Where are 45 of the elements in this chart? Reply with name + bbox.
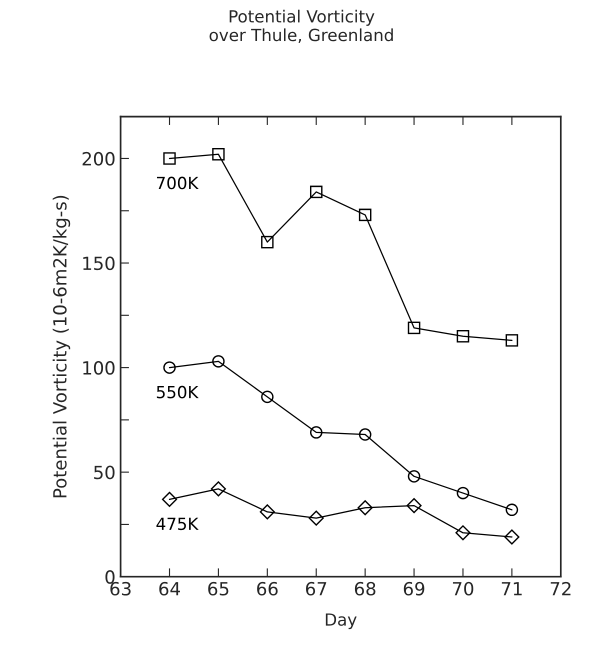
point xyxy=(212,148,225,161)
y-tick-label: 100 xyxy=(83,361,115,375)
point xyxy=(358,428,372,441)
x-tick-label: 70 xyxy=(452,582,474,596)
point xyxy=(455,525,471,540)
y-tick-label: 150 xyxy=(83,256,115,270)
point xyxy=(261,390,274,404)
x-tick-label: 69 xyxy=(404,582,424,596)
point xyxy=(456,330,470,342)
point xyxy=(506,334,518,347)
series-label: 475K xyxy=(156,518,199,530)
point xyxy=(261,236,274,248)
x-tick-label: 66 xyxy=(257,582,278,596)
point xyxy=(358,500,373,516)
y-tick-label: 50 xyxy=(94,466,115,480)
x-tick-label: 68 xyxy=(354,582,376,596)
point xyxy=(456,486,470,500)
x-tick-label: 71 xyxy=(502,582,522,596)
point xyxy=(406,498,422,514)
series-label: 700K xyxy=(156,176,199,190)
y-tick-label: 0 xyxy=(105,570,115,584)
point xyxy=(308,510,324,526)
point xyxy=(163,152,176,165)
point xyxy=(408,322,420,334)
x-tick-label: 65 xyxy=(208,582,228,596)
point xyxy=(162,492,178,507)
x-tick-label: 67 xyxy=(306,582,326,596)
chart-title: Potential Vorticity over Thule, Greenland xyxy=(210,10,393,43)
x-tick-label: 63 xyxy=(110,582,131,596)
point xyxy=(212,355,225,368)
point xyxy=(358,208,372,222)
point xyxy=(260,504,275,520)
x-tick-label: 64 xyxy=(159,582,180,596)
point xyxy=(310,426,322,439)
x-axis-title: Day xyxy=(326,613,357,630)
y-axis-title: Potential Vorticity (10-6m2K/kg-s) xyxy=(52,196,70,498)
series-label: 550K xyxy=(156,386,199,398)
point xyxy=(408,470,420,483)
x-tick-label: 72 xyxy=(550,582,570,596)
point xyxy=(506,504,518,516)
y-tick-label: 200 xyxy=(82,152,115,166)
point xyxy=(504,529,520,545)
point xyxy=(163,361,176,374)
point xyxy=(310,186,322,198)
point xyxy=(210,481,226,496)
